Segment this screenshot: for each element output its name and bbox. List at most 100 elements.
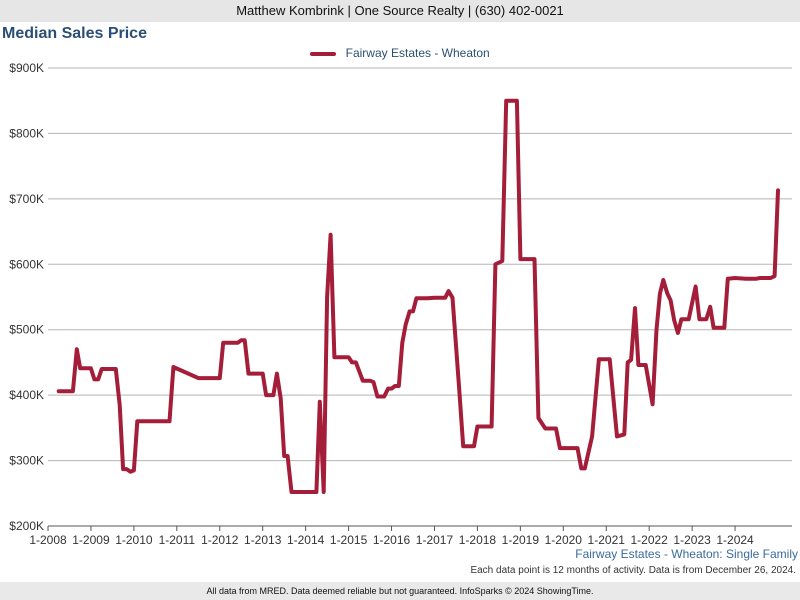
data-point[interactable] [390, 387, 393, 391]
data-point[interactable] [536, 416, 540, 420]
data-point[interactable] [75, 347, 79, 351]
data-point[interactable] [644, 363, 648, 367]
data-point[interactable] [554, 427, 558, 430]
data-point[interactable] [722, 326, 726, 330]
data-point[interactable] [687, 317, 691, 321]
data-point[interactable] [500, 259, 504, 263]
data-point[interactable] [744, 277, 748, 281]
data-point[interactable] [622, 432, 626, 436]
data-point[interactable] [318, 400, 322, 404]
data-point[interactable] [350, 360, 354, 364]
data-point[interactable] [275, 372, 279, 376]
data-point[interactable] [669, 298, 673, 302]
data-point[interactable] [121, 467, 125, 471]
data-point[interactable] [89, 366, 93, 370]
data-point[interactable] [679, 317, 683, 321]
data-point[interactable] [655, 328, 658, 332]
data-point[interactable] [386, 387, 390, 391]
data-point[interactable] [597, 357, 601, 361]
data-point[interactable] [590, 434, 594, 438]
data-point[interactable] [712, 326, 716, 330]
series-line[interactable] [56, 98, 780, 494]
data-point[interactable] [694, 285, 698, 288]
data-point[interactable] [486, 425, 490, 428]
data-point[interactable] [414, 296, 418, 300]
data-point[interactable] [633, 306, 637, 310]
data-point[interactable] [261, 372, 265, 376]
data-point[interactable] [393, 384, 397, 388]
data-point[interactable] [515, 99, 519, 103]
data-point[interactable] [157, 419, 161, 423]
data-point[interactable] [461, 444, 465, 448]
data-point[interactable] [569, 446, 573, 450]
data-point[interactable] [769, 276, 773, 280]
data-point[interactable] [114, 367, 118, 371]
data-point[interactable] [433, 296, 436, 300]
data-point[interactable] [168, 419, 171, 423]
data-point[interactable] [304, 490, 308, 494]
data-point[interactable] [676, 331, 680, 335]
data-point[interactable] [236, 341, 240, 345]
data-point[interactable] [135, 419, 139, 423]
data-point[interactable] [636, 363, 640, 367]
data-point[interactable] [661, 278, 665, 282]
data-point[interactable] [425, 296, 429, 300]
data-point[interactable] [264, 393, 268, 397]
data-point[interactable] [697, 317, 701, 321]
data-point[interactable] [518, 257, 522, 261]
data-point[interactable] [504, 99, 508, 103]
data-point[interactable] [626, 360, 630, 364]
data-point[interactable] [447, 289, 451, 293]
data-point[interactable] [290, 490, 293, 494]
data-point[interactable] [171, 365, 175, 369]
data-point[interactable] [196, 376, 200, 380]
data-point[interactable] [475, 425, 479, 428]
data-point[interactable] [332, 355, 336, 359]
legend-label[interactable]: Fairway Estates - Wheaton [345, 46, 490, 60]
data-point[interactable] [615, 434, 619, 438]
data-point[interactable] [408, 309, 412, 313]
data-point[interactable] [576, 446, 579, 450]
data-point[interactable] [243, 338, 247, 342]
data-point[interactable] [100, 367, 104, 371]
data-point[interactable] [472, 444, 476, 448]
data-point[interactable] [776, 188, 780, 192]
data-point[interactable] [125, 467, 129, 471]
data-point[interactable] [71, 389, 75, 393]
data-point[interactable] [329, 233, 333, 237]
data-point[interactable] [361, 379, 365, 383]
data-point[interactable] [493, 262, 497, 266]
data-point[interactable] [726, 277, 730, 281]
data-point[interactable] [218, 376, 222, 380]
data-point[interactable] [92, 377, 96, 381]
data-point[interactable] [78, 366, 82, 370]
data-point[interactable] [132, 468, 136, 472]
data-point[interactable] [253, 372, 257, 376]
data-point[interactable] [271, 393, 275, 397]
data-point[interactable] [221, 341, 225, 345]
data-point[interactable] [282, 454, 286, 458]
data-point[interactable] [411, 309, 415, 313]
data-point[interactable] [207, 376, 211, 380]
data-point[interactable] [443, 296, 447, 300]
data-point[interactable] [322, 490, 326, 494]
data-point[interactable] [314, 490, 318, 494]
data-point[interactable] [347, 355, 351, 359]
data-point[interactable] [239, 338, 243, 342]
data-point[interactable] [708, 305, 712, 309]
data-point[interactable] [533, 257, 536, 261]
data-point[interactable] [146, 419, 150, 423]
data-point[interactable] [339, 355, 343, 359]
data-point[interactable] [651, 402, 655, 406]
data-point[interactable] [118, 403, 122, 407]
data-point[interactable] [608, 357, 612, 361]
data-point[interactable] [325, 295, 329, 299]
data-point[interactable] [457, 390, 461, 394]
data-point[interactable] [404, 323, 408, 326]
data-point[interactable] [368, 379, 372, 383]
data-point[interactable] [665, 291, 669, 295]
data-point[interactable] [558, 446, 562, 450]
data-point[interactable] [400, 341, 404, 345]
data-point[interactable] [372, 380, 375, 384]
data-point[interactable] [672, 318, 676, 322]
